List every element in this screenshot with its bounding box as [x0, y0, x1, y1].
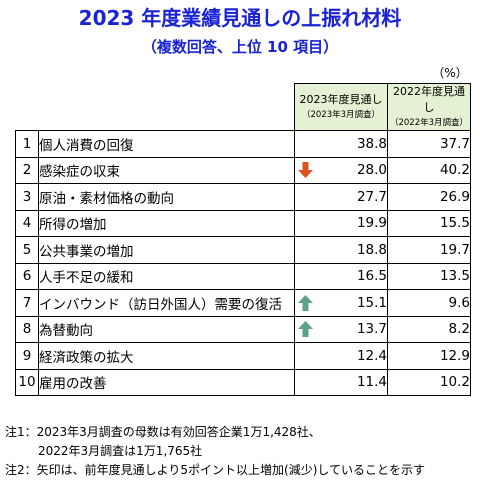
arrow-cell	[294, 130, 316, 158]
chart-title: 2023 年度業績見通しの上振れ材料	[78, 6, 402, 30]
rank-number: 7	[15, 289, 39, 317]
value-2022: 9.6	[387, 289, 471, 317]
value-2022: 8.2	[387, 315, 471, 343]
arrow-cell	[294, 262, 316, 290]
value-2023: 16.5	[315, 262, 389, 290]
table-row: 3 原油・素材価格の動向 27.7 26.9	[15, 183, 471, 211]
rank-number: 6	[15, 262, 39, 290]
value-2022: 40.2	[387, 156, 471, 184]
value-2022: 15.5	[387, 209, 471, 237]
value-2022: 12.9	[387, 342, 471, 370]
value-2023: 27.7	[315, 183, 389, 211]
value-2022: 26.9	[387, 183, 471, 211]
arrow-cell	[294, 183, 316, 211]
rank-number: 5	[15, 236, 39, 264]
item-label: 原油・素材価格の動向	[38, 183, 295, 211]
table-row: 4 所得の増加 19.9 15.5	[15, 209, 471, 237]
column-header-2022-title: 2022年度見通し	[393, 85, 465, 114]
table-row: 2 感染症の収束 28.0 40.2	[15, 156, 471, 184]
column-header-2023-survey: （2023年3月調査）	[301, 110, 381, 120]
note-2: 注2：矢印は、前年度見通しより5ポイント以上増加(減少)していることを示す	[5, 463, 426, 477]
unit-label: （%）	[432, 66, 468, 80]
arrow-cell	[294, 289, 316, 317]
rank-number: 8	[15, 315, 39, 343]
chart-subtitle: （複数回答、上位 10 項目）	[141, 38, 339, 56]
arrow-cell	[294, 156, 316, 184]
rank-number: 1	[15, 130, 39, 158]
value-2023: 38.8	[315, 130, 389, 158]
ranking-table: 2023年度見通し （2023年3月調査） 2022年度見通し （2022年3月…	[15, 83, 471, 396]
item-label: 為替動向	[38, 315, 295, 343]
rank-number: 9	[15, 342, 39, 370]
table-row: 5 公共事業の増加 18.8 19.7	[15, 236, 471, 264]
note-1-line-1: 注1：2023年3月調査の母数は有効回答企業1万1,428社、	[5, 425, 321, 439]
rank-number: 10	[15, 368, 39, 396]
table-row: 1 個人消費の回復 38.8 37.7	[15, 130, 471, 158]
value-2022: 19.7	[387, 236, 471, 264]
note-1-line-2: 2022年3月調査は1万1,765社	[38, 444, 203, 458]
item-label: 雇用の改善	[38, 368, 295, 396]
column-header-2022-survey: （2022年3月調査）	[389, 118, 469, 128]
rank-number: 3	[15, 183, 39, 211]
item-label: 経済政策の拡大	[38, 342, 295, 370]
arrow-cell	[294, 342, 316, 370]
arrow-up-icon	[297, 321, 313, 338]
item-label: 人手不足の緩和	[38, 262, 295, 290]
column-header-2023-title: 2023年度見通し	[299, 93, 383, 106]
table-body: 1 個人消費の回復 38.8 37.7 2 感染症の収束 28.0 40.2 3 原油・素材価格の…	[15, 130, 471, 396]
value-2023: 19.9	[315, 209, 389, 237]
arrow-cell	[294, 236, 316, 264]
table-row: 6 人手不足の緩和 16.5 13.5	[15, 262, 471, 290]
table-row: 8 為替動向 13.7 8.2	[15, 315, 471, 343]
arrow-down-icon	[297, 162, 313, 179]
value-2023: 15.1	[315, 289, 389, 317]
item-label: 個人消費の回復	[38, 130, 295, 158]
table-row: 10 雇用の改善 11.4 10.2	[15, 368, 471, 396]
value-2023: 13.7	[315, 315, 389, 343]
value-2022: 13.5	[387, 262, 471, 290]
arrow-cell	[294, 209, 316, 237]
header-blank	[15, 83, 295, 131]
value-2022: 37.7	[387, 130, 471, 158]
column-header-2022: 2022年度見通し （2022年3月調査）	[387, 83, 471, 131]
column-header-2023: 2023年度見通し （2023年3月調査）	[294, 83, 388, 131]
arrow-up-icon	[297, 294, 313, 311]
value-2023: 28.0	[315, 156, 389, 184]
arrow-cell	[294, 315, 316, 343]
header-row: 2023年度見通し （2023年3月調査） 2022年度見通し （2022年3月…	[15, 83, 471, 131]
value-2023: 12.4	[315, 342, 389, 370]
rank-number: 4	[15, 209, 39, 237]
arrow-cell	[294, 368, 316, 396]
value-2022: 10.2	[387, 368, 471, 396]
table-row: 9 経済政策の拡大 12.4 12.9	[15, 342, 471, 370]
value-2023: 18.8	[315, 236, 389, 264]
item-label: 感染症の収束	[38, 156, 295, 184]
value-2023: 11.4	[315, 368, 389, 396]
item-label: 公共事業の増加	[38, 236, 295, 264]
rank-number: 2	[15, 156, 39, 184]
item-label: インバウンド（訪日外国人）需要の復活	[38, 289, 295, 317]
item-label: 所得の増加	[38, 209, 295, 237]
table-row: 7 インバウンド（訪日外国人）需要の復活 15.1 9.6	[15, 289, 471, 317]
